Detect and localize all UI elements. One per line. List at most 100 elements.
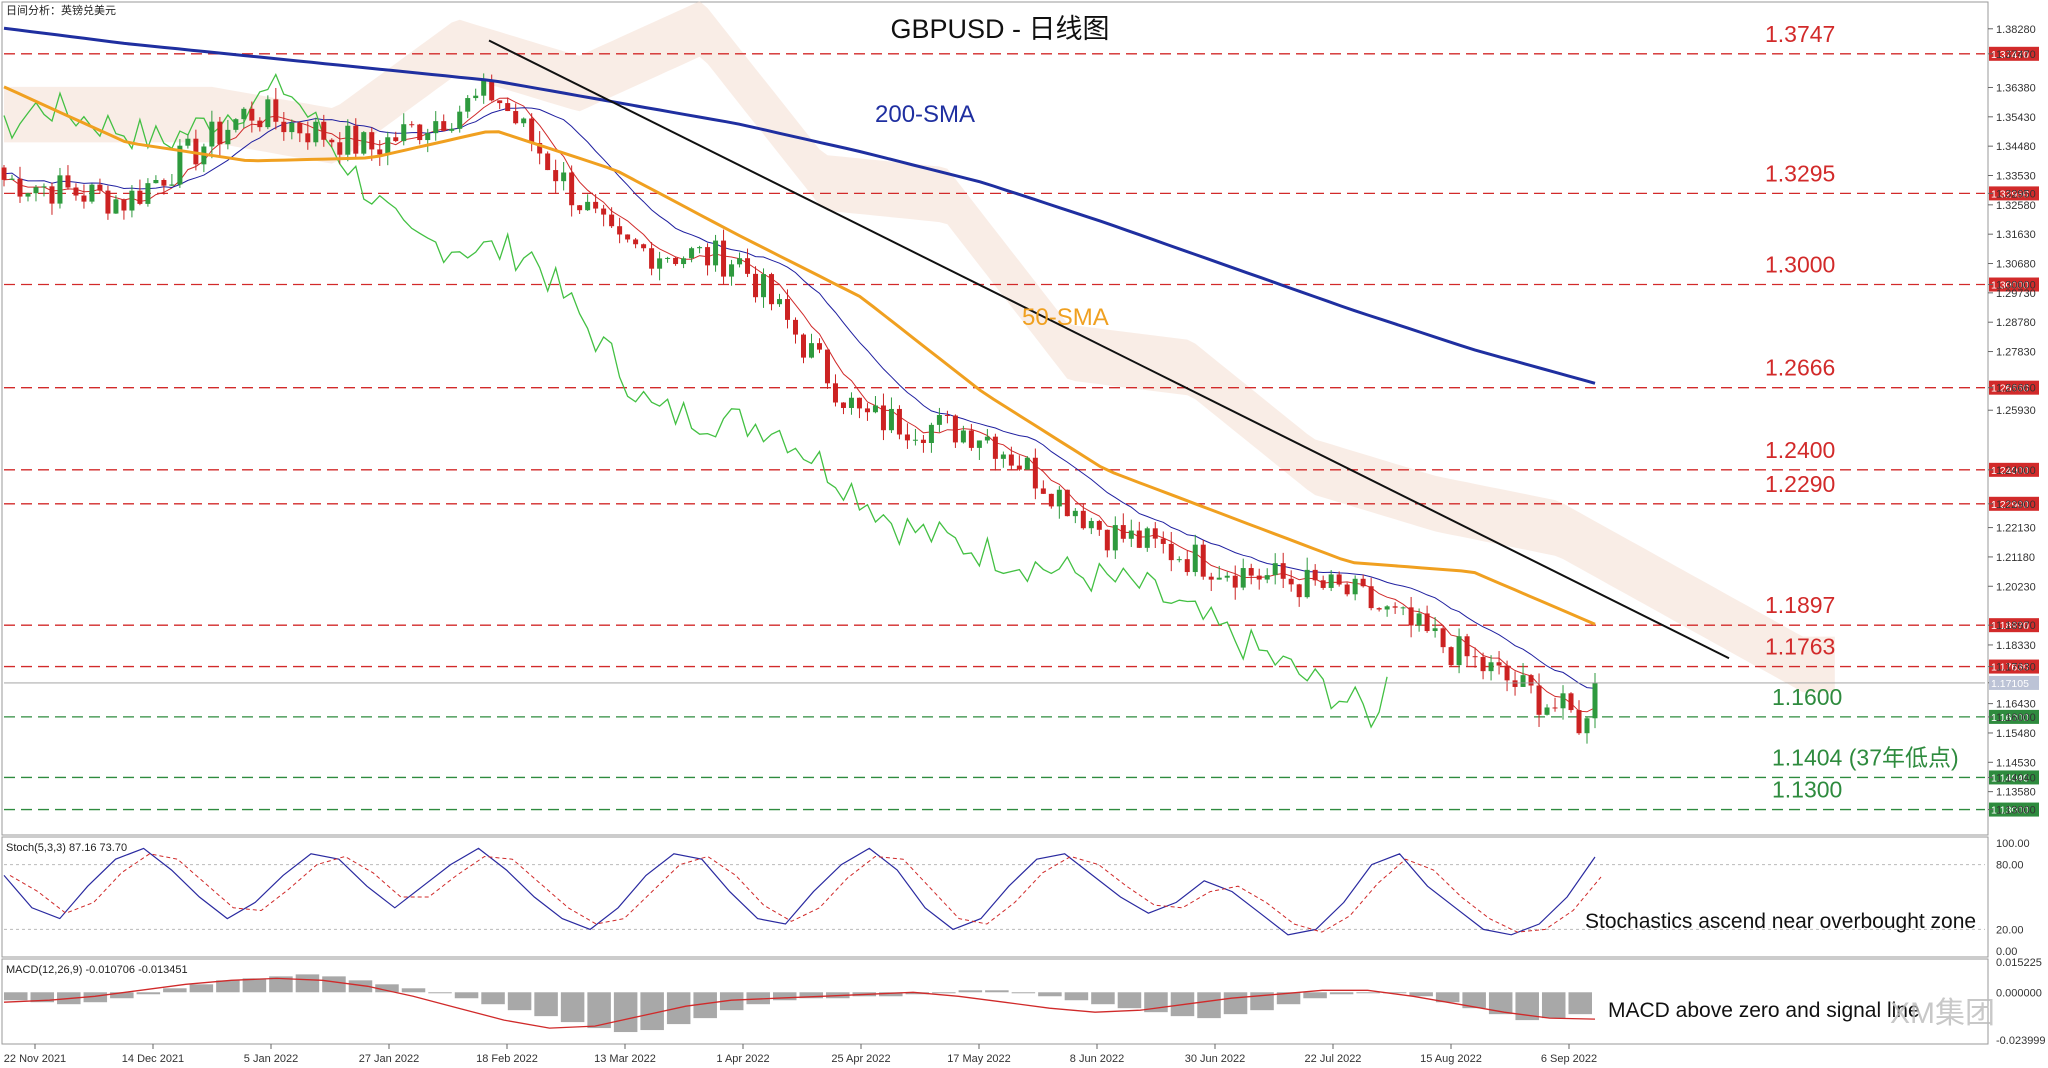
macd-hist-bar: [1515, 992, 1539, 1021]
candle-body: [920, 439, 926, 443]
price-tick-label: 1.18330: [1996, 640, 2036, 652]
candle-body: [681, 258, 687, 265]
candle-body: [1296, 584, 1302, 598]
macd-hist-bar: [640, 992, 664, 1031]
macd-tick: -0.023999: [1996, 1035, 2046, 1047]
candle-body: [1536, 685, 1542, 715]
candle-body: [1152, 528, 1158, 539]
horizontal-levels: 1.37471.374701.32951.329501.30001.300001…: [4, 21, 2039, 817]
price-tick-label: 1.28780: [1996, 317, 2036, 329]
price-tick-label: 1.32580: [1996, 200, 2036, 212]
macd-hist-bar: [30, 992, 55, 1003]
candle-body: [313, 121, 319, 143]
candle-body: [369, 132, 375, 150]
level-tag: [1989, 186, 2039, 201]
level-label: 1.2666: [1765, 355, 1835, 381]
candle-body: [856, 397, 862, 409]
macd-hist-bar: [428, 992, 452, 994]
current-price-tag: [1989, 675, 2039, 690]
price-tick-label: 1.18970: [1996, 620, 2036, 632]
macd-hist-bar: [1011, 992, 1036, 994]
candle-body: [904, 434, 910, 441]
candle-body: [745, 258, 751, 274]
level-label: 1.1300: [1772, 777, 1842, 803]
candle-body: [481, 80, 487, 96]
candle-body: [281, 121, 287, 133]
macd-hist-bar: [348, 980, 373, 993]
macd-hist-bar: [136, 992, 161, 995]
candle-body: [1520, 675, 1526, 687]
macd-hist-bar: [1382, 992, 1407, 994]
candle-body: [417, 124, 423, 141]
candle-body: [1264, 575, 1270, 580]
candle-body: [665, 257, 671, 259]
candle-body: [1480, 657, 1486, 672]
candle-body: [1320, 580, 1326, 588]
sma200-label: 200-SMA: [875, 101, 975, 128]
price-tick-label: 1.31630: [1996, 229, 2036, 241]
level-tag-text: 1.17630: [1991, 662, 2029, 674]
price-tick-label: 1.32950: [1996, 188, 2036, 200]
candle-body: [1224, 575, 1230, 578]
price-tick-label: 1.16430: [1996, 699, 2036, 711]
macd-hist-bar: [4, 992, 28, 1001]
macd-hist-bar: [746, 992, 770, 1005]
candle-body: [177, 145, 183, 185]
candle-body: [1360, 578, 1366, 587]
candle-body: [1072, 510, 1078, 517]
current-price-text: 1.17105: [1991, 678, 2029, 690]
level-tag: [1989, 709, 2039, 724]
candle-body: [489, 80, 495, 101]
candle-body: [769, 274, 775, 305]
candle-body: [1096, 520, 1102, 530]
candle-body: [137, 190, 143, 204]
level-tag-text: 1.32950: [1991, 188, 2029, 200]
level-tag: [1989, 277, 2039, 292]
price-tick-label: 1.34480: [1996, 141, 2036, 153]
candle-body: [1584, 718, 1590, 734]
macd-hist-bar: [1462, 992, 1486, 1009]
stoch-tick: 20.00: [1996, 924, 2024, 936]
candle-body: [641, 244, 647, 249]
sma50-line: [3, 85, 1596, 626]
stoch-panel-frame: [1, 836, 1989, 958]
macd-hist-bar: [985, 990, 1009, 993]
candle-body: [1104, 529, 1110, 551]
macd-hist-bar: [83, 992, 108, 1003]
candle-body: [289, 122, 295, 133]
candle-body: [673, 257, 679, 265]
date-tick-label: 1 Apr 2022: [716, 1053, 769, 1065]
macd-hist-bar: [879, 992, 903, 997]
level-tag-text: 1.24000: [1991, 465, 2029, 477]
candle-body: [545, 153, 551, 171]
macd-hist-bar: [1488, 992, 1513, 1015]
candle-body: [1080, 510, 1086, 529]
price-tick-label: 1.13580: [1996, 787, 2036, 799]
level-label: 1.3747: [1765, 21, 1835, 47]
candle-body: [625, 234, 631, 240]
macd-hist-bar: [189, 984, 214, 993]
candle-body: [57, 175, 63, 204]
macd-hist-bar: [1117, 992, 1142, 1009]
candle-body: [49, 186, 55, 204]
macd-signal-line: [3, 977, 1596, 1029]
candle-body: [976, 440, 982, 448]
macd-hist-bar: [560, 992, 585, 1023]
candle-body: [249, 108, 255, 121]
candle-body: [97, 184, 103, 191]
candle-body: [1144, 528, 1150, 548]
candle-body: [393, 137, 399, 142]
price-tick-label: 1.36380: [1996, 82, 2036, 94]
level-tag-text: 1.22900: [1991, 499, 2029, 511]
macd-hist-bar: [693, 992, 717, 1019]
candle-body: [1200, 544, 1206, 577]
descending-trendline: [488, 39, 1730, 660]
candle-body: [1528, 675, 1534, 686]
candle-body: [848, 397, 854, 408]
price-tick-label: 1.21180: [1996, 552, 2035, 564]
candle-body: [1256, 575, 1262, 580]
candle-body: [433, 121, 439, 134]
stoch-label: Stoch(5,3,3) 87.16 73.70: [6, 842, 127, 854]
candle-body: [992, 436, 998, 459]
candle-body: [713, 240, 719, 266]
